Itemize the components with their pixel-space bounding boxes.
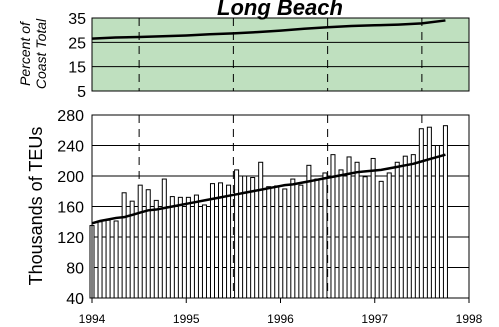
teu-bar <box>121 192 127 299</box>
teu-bar <box>169 196 175 299</box>
percent-panel-frame <box>91 17 470 92</box>
year-tick-label: 1995 <box>173 312 200 326</box>
teu-tick-label: 240 <box>57 139 84 156</box>
percent-series-line <box>91 19 446 40</box>
teu-bar <box>250 177 256 299</box>
year-tick-label: 1994 <box>79 312 106 326</box>
teu-bar <box>153 199 159 299</box>
teu-bar <box>193 194 199 299</box>
teu-bar <box>161 178 167 299</box>
teu-bar <box>354 161 360 299</box>
teu-bar <box>209 183 215 299</box>
teu-bar <box>298 184 304 299</box>
teu-bar <box>322 172 328 299</box>
teu-bar <box>185 196 191 299</box>
percent-tick-label: 5 <box>77 84 86 101</box>
teu-bar <box>282 188 288 299</box>
teu-bar <box>226 184 232 299</box>
teu-bar <box>386 172 392 299</box>
teu-bar <box>434 145 440 299</box>
teu-bars <box>89 125 448 299</box>
teu-tick-label: 280 <box>57 108 84 125</box>
teu-tick-labels: 40 80 120 160 200 240 280 <box>57 108 84 308</box>
year-tick-label: 1996 <box>267 312 294 326</box>
teu-bar <box>378 180 384 299</box>
teu-bar <box>177 196 183 299</box>
teu-tick-label: 160 <box>57 200 84 217</box>
percent-axis-label-line2: Coast Total <box>33 18 49 89</box>
teu-bar <box>418 128 424 299</box>
teu-bar <box>218 182 224 299</box>
percent-tick-labels: 5 15 25 35 <box>68 11 86 101</box>
teu-bar <box>442 125 448 299</box>
teu-bar <box>314 178 320 299</box>
teu-panel: 40 80 120 160 200 240 280 1994 1995 1996 1997 1998… <box>26 108 483 326</box>
teu-bar <box>201 204 207 299</box>
teu-bar <box>306 164 312 299</box>
percent-quarter-lines <box>138 18 423 91</box>
teu-bar <box>97 221 103 299</box>
teu-bar <box>290 178 296 299</box>
teu-bar <box>402 155 408 299</box>
teu-axis-label: Thousands of TEUs <box>26 127 46 286</box>
teu-bar <box>113 220 119 299</box>
teu-bar <box>362 176 368 299</box>
percent-axis-label-line1: Percent of <box>17 20 33 86</box>
teu-bar <box>370 157 376 299</box>
teu-bar <box>346 156 352 299</box>
teu-bar <box>258 161 264 299</box>
chart-title: Long Beach <box>217 0 343 20</box>
teu-bar <box>266 186 272 299</box>
percent-panel-background <box>92 18 469 91</box>
teu-trend-line <box>91 153 446 225</box>
teu-bar <box>426 126 432 299</box>
year-tick-label: 1998 <box>456 312 483 326</box>
teu-tick-label: 80 <box>66 261 84 278</box>
percent-tick-label: 15 <box>68 60 86 77</box>
teu-tick-label: 200 <box>57 169 84 186</box>
teu-bar <box>137 184 143 299</box>
year-tick-label: 1997 <box>361 312 388 326</box>
teu-bar <box>105 219 111 299</box>
teu-tick-label: 40 <box>66 291 84 308</box>
teu-bar <box>145 189 151 299</box>
year-tick-labels: 1994 1995 1996 1997 1998 <box>79 298 483 326</box>
teu-bar <box>410 154 416 299</box>
percent-tick-label: 25 <box>68 35 86 52</box>
teu-bar <box>274 185 280 299</box>
percent-tick-label: 35 <box>68 11 86 28</box>
teu-tick-label: 120 <box>57 230 84 247</box>
teu-bar <box>394 161 400 299</box>
teu-bar <box>234 169 240 299</box>
teu-bar <box>338 169 344 299</box>
percent-panel: 5 15 25 35 Percent of Coast Total Long Beac… <box>17 0 470 101</box>
